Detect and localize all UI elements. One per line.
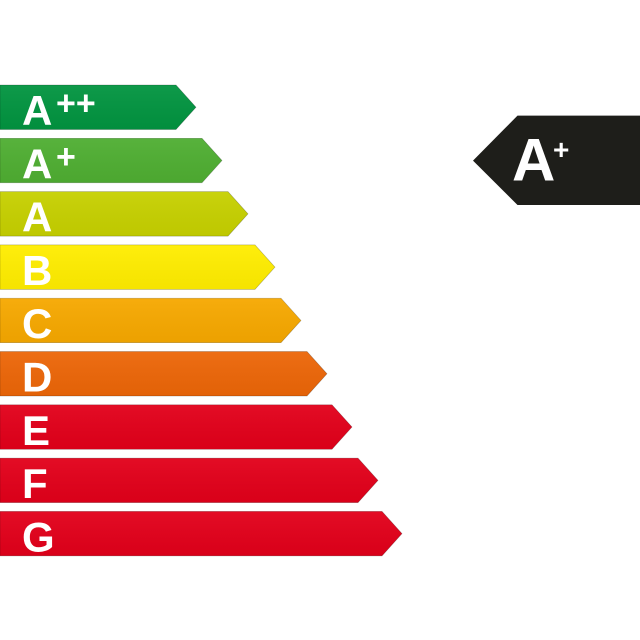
svg-text:+: + (553, 134, 569, 165)
svg-text:A: A (22, 194, 52, 241)
svg-text:+: + (56, 138, 76, 176)
svg-text:++: ++ (56, 85, 96, 123)
svg-text:B: B (22, 247, 52, 294)
svg-text:A: A (512, 127, 555, 194)
svg-text:G: G (22, 513, 55, 560)
svg-text:C: C (22, 300, 52, 347)
svg-text:D: D (22, 354, 52, 401)
svg-text:E: E (22, 407, 50, 454)
svg-text:F: F (22, 460, 48, 507)
svg-text:A: A (22, 87, 52, 134)
svg-text:A: A (22, 140, 52, 187)
